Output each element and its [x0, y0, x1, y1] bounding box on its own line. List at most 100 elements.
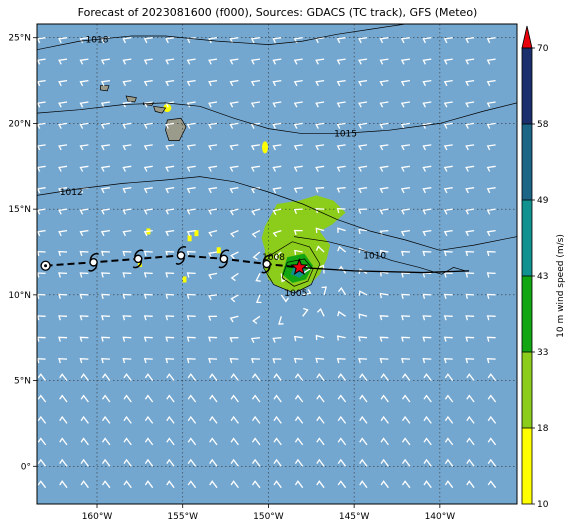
wind-barb — [80, 437, 89, 446]
wind-barb — [302, 265, 311, 274]
wind-barb — [186, 358, 196, 364]
hurricane-symbol-icon — [177, 246, 187, 255]
wind-barb — [252, 315, 261, 325]
wind-barb — [336, 101, 346, 108]
wind-barb — [273, 251, 282, 260]
wind-barb — [58, 358, 68, 364]
wind-barb — [143, 208, 153, 215]
wind-barb — [122, 144, 132, 151]
wind-barb — [443, 272, 453, 278]
wind-barb — [336, 144, 346, 151]
wind-barb — [380, 415, 389, 424]
wind-barb — [423, 373, 432, 381]
wind-barb — [100, 122, 110, 129]
wind-barb — [465, 293, 475, 299]
wind-barb — [379, 358, 389, 364]
island — [153, 105, 167, 114]
wind-barb — [186, 58, 196, 65]
wind-barb — [465, 250, 475, 257]
wind-barb — [465, 336, 475, 342]
wind-barb — [208, 122, 218, 129]
wind-barb — [79, 79, 89, 87]
wind-barb — [59, 394, 68, 403]
y-tick-label: 20°N — [8, 119, 31, 129]
wind-barb — [143, 293, 153, 299]
wind-patch — [216, 247, 221, 254]
wind-barb — [337, 394, 347, 403]
wind-barb — [80, 480, 89, 489]
wind-barb — [444, 394, 454, 403]
wind-barb — [443, 122, 453, 129]
wind-barb — [422, 358, 432, 364]
wind-barb — [100, 144, 110, 151]
wind-barb — [37, 315, 46, 321]
wind-barb — [336, 358, 346, 364]
wind-barb — [337, 373, 347, 381]
wind-barb — [37, 480, 47, 489]
wind-barb — [315, 227, 325, 233]
wind-barb — [208, 101, 218, 108]
wind-barb — [422, 315, 432, 321]
wind-barb — [486, 165, 496, 172]
wind-barb — [58, 336, 68, 342]
wind-barb — [272, 337, 282, 343]
wind-patch — [182, 276, 187, 283]
tc-past-track — [299, 266, 470, 274]
wind-barb — [401, 394, 411, 403]
wind-barb — [400, 122, 410, 129]
wind-barb — [80, 415, 89, 424]
islands-layer — [100, 85, 187, 141]
wind-barb — [336, 165, 346, 172]
hurricane-symbol-icon — [219, 254, 229, 264]
wind-barb — [144, 480, 154, 489]
wind-patch — [187, 235, 192, 242]
wind-barb — [486, 315, 496, 321]
wind-barb — [486, 293, 496, 299]
wind-barb — [208, 144, 218, 151]
wind-barb — [358, 122, 368, 129]
wind-barb — [37, 358, 46, 364]
wind-barb — [466, 458, 475, 467]
wind-barb — [273, 458, 282, 467]
y-tick-label: 0° — [21, 462, 31, 472]
wind-barb — [486, 144, 496, 151]
hurricane-symbol-icon — [134, 249, 144, 258]
wind-barb — [37, 144, 46, 151]
wind-barb — [37, 373, 47, 381]
hurricane-symbol-icon — [262, 259, 272, 269]
wind-barb — [229, 165, 239, 172]
wind-barb — [186, 122, 196, 129]
wind-barb — [336, 58, 346, 65]
wind-barb — [443, 315, 453, 321]
wind-barb — [79, 229, 89, 237]
wind-barb — [122, 208, 132, 215]
tc-track-layer — [40, 246, 470, 276]
wind-patch — [262, 141, 268, 154]
wind-barb — [166, 437, 175, 446]
wind-barb — [230, 394, 239, 403]
hurricane-symbol-icon — [218, 259, 228, 269]
wind-barb — [316, 394, 325, 403]
wind-barb — [250, 144, 260, 151]
wind-barb — [250, 122, 260, 129]
x-tick-label: 150°W — [253, 512, 284, 522]
wind-barb — [358, 79, 368, 87]
colorbar: 10 18 33 43 49 58 70 10 m wind speed (m/s) — [521, 25, 566, 510]
axis-ticks: 160°W 155°W 150°W 145°W 140°W 25°N 20°N 15°N 10°… — [8, 34, 455, 522]
wind-barb — [422, 187, 432, 194]
wind-barb — [379, 292, 389, 299]
wind-barb — [465, 229, 475, 237]
wind-barb — [380, 373, 389, 381]
wind-barb — [337, 227, 346, 233]
wind-barb — [255, 294, 262, 304]
wind-barb — [79, 250, 89, 257]
wind-barb — [229, 187, 239, 194]
wind-barb — [122, 272, 132, 278]
wind-barb — [316, 480, 325, 489]
colorbar-tick-label: 10 — [537, 500, 549, 510]
wind-barb — [186, 229, 196, 237]
wind-barb — [316, 437, 325, 446]
wind-barb — [444, 480, 454, 489]
wind-barb — [230, 230, 239, 238]
wind-barb — [443, 358, 453, 364]
